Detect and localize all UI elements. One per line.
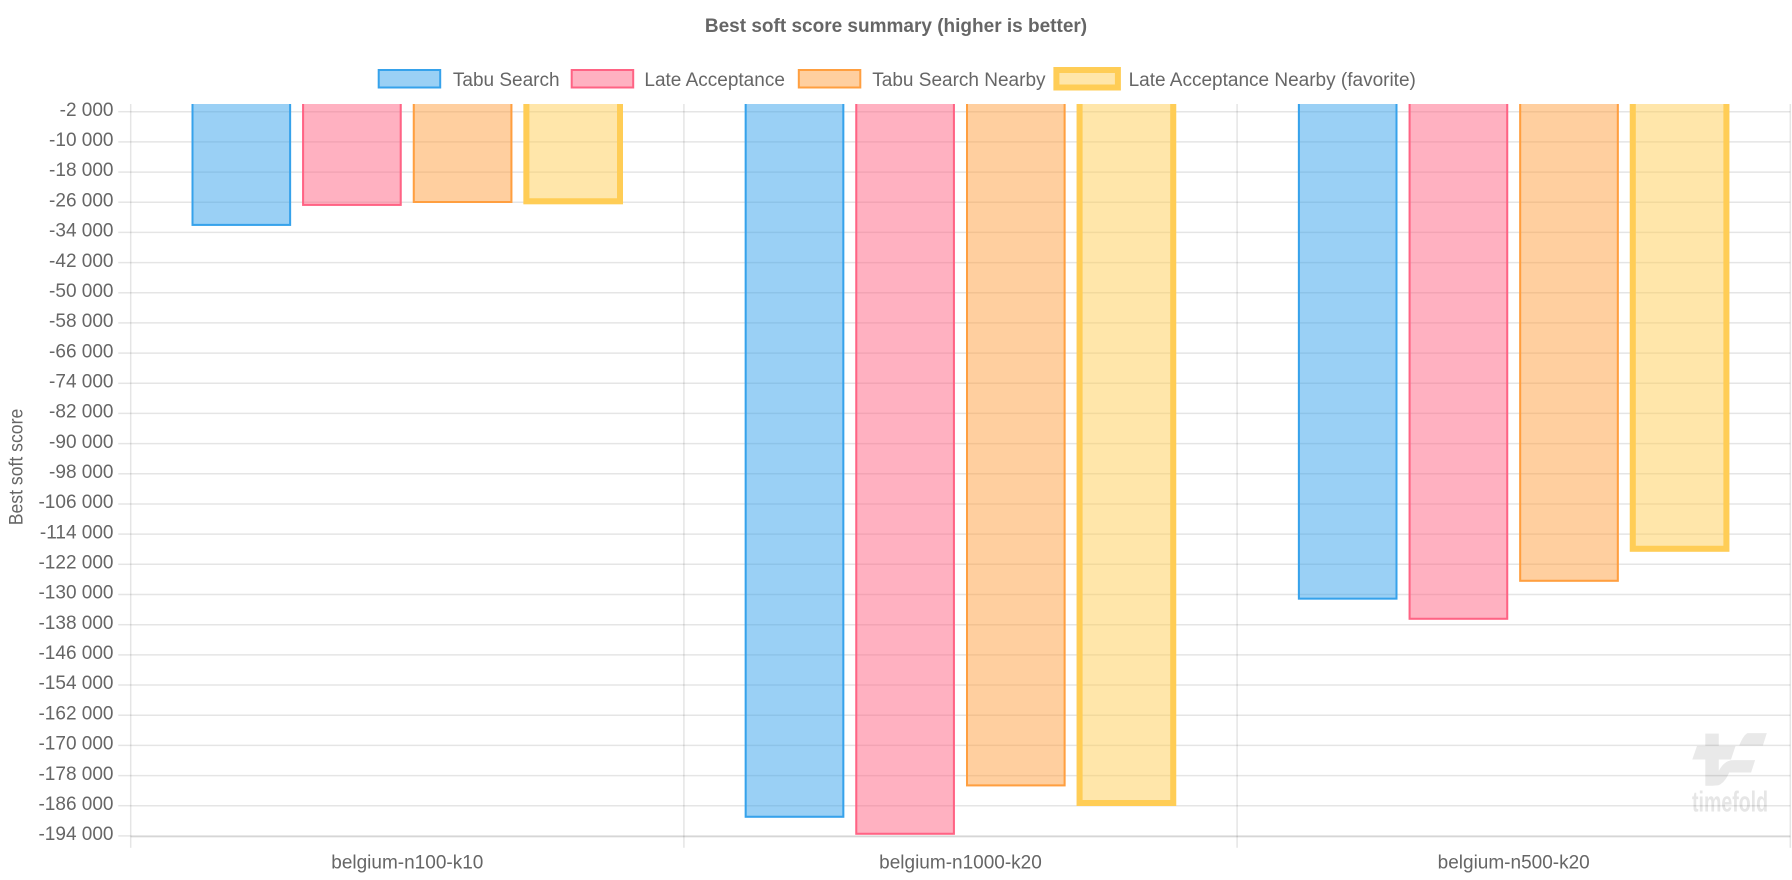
svg-text:belgium-n100-k10: belgium-n100-k10 — [331, 853, 483, 874]
svg-text:-122 000: -122 000 — [38, 553, 113, 574]
svg-text:Best soft score summary (highe: Best soft score summary (higher is bette… — [705, 16, 1087, 37]
svg-text:-138 000: -138 000 — [38, 613, 113, 634]
svg-text:belgium-n500-k20: belgium-n500-k20 — [1438, 853, 1590, 874]
svg-text:Late Acceptance: Late Acceptance — [644, 70, 785, 91]
svg-text:-194 000: -194 000 — [38, 824, 113, 845]
svg-text:-2 000: -2 000 — [60, 100, 114, 121]
svg-text:Tabu Search: Tabu Search — [453, 70, 560, 91]
svg-text:-154 000: -154 000 — [38, 673, 113, 694]
svg-text:-10 000: -10 000 — [49, 130, 113, 151]
svg-text:-18 000: -18 000 — [49, 160, 113, 181]
svg-text:-58 000: -58 000 — [49, 311, 113, 332]
svg-text:-146 000: -146 000 — [38, 643, 113, 664]
svg-text:-82 000: -82 000 — [49, 402, 113, 423]
svg-text:-130 000: -130 000 — [38, 583, 113, 604]
svg-text:belgium-n1000-k20: belgium-n1000-k20 — [879, 853, 1042, 874]
svg-text:timefold: timefold — [1692, 786, 1768, 818]
svg-text:Late Acceptance Nearby (favori: Late Acceptance Nearby (favorite) — [1129, 70, 1416, 91]
svg-text:Tabu Search Nearby: Tabu Search Nearby — [872, 70, 1046, 91]
svg-text:-34 000: -34 000 — [49, 221, 113, 242]
svg-text:-106 000: -106 000 — [38, 492, 113, 513]
svg-text:-26 000: -26 000 — [49, 190, 113, 211]
svg-text:-162 000: -162 000 — [38, 703, 113, 724]
svg-text:-170 000: -170 000 — [38, 734, 113, 755]
svg-text:Best soft score: Best soft score — [7, 409, 28, 526]
svg-text:-74 000: -74 000 — [49, 372, 113, 393]
svg-text:-186 000: -186 000 — [38, 794, 113, 815]
svg-text:-50 000: -50 000 — [49, 281, 113, 302]
svg-text:-98 000: -98 000 — [49, 462, 113, 483]
svg-text:-178 000: -178 000 — [38, 764, 113, 785]
svg-text:-90 000: -90 000 — [49, 432, 113, 453]
svg-text:-42 000: -42 000 — [49, 251, 113, 272]
svg-text:-114 000: -114 000 — [40, 522, 114, 543]
svg-text:-66 000: -66 000 — [49, 341, 113, 362]
